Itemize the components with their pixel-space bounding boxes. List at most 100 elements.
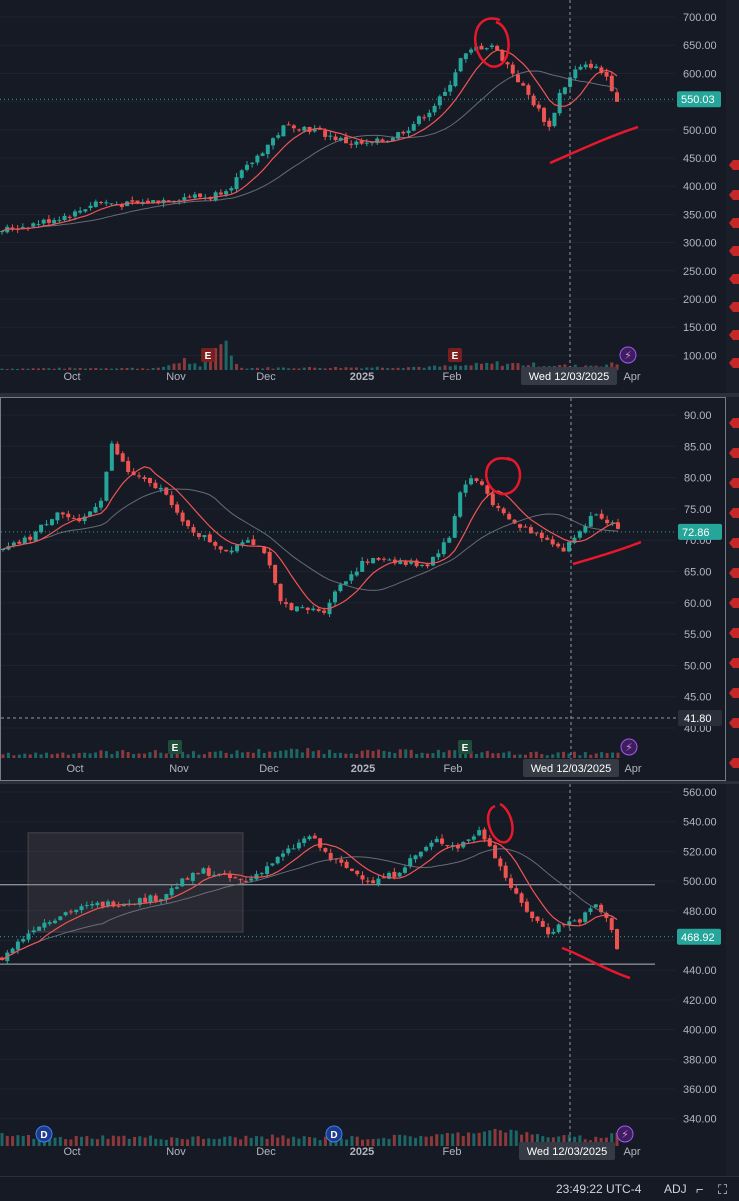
candle-body[interactable] bbox=[262, 546, 267, 554]
candle-body[interactable] bbox=[317, 128, 322, 130]
candle-body[interactable] bbox=[572, 920, 577, 922]
chart-panel-3[interactable]: 560.00540.00520.00500.00480.00460.00440.… bbox=[0, 784, 726, 1176]
candle-body[interactable] bbox=[534, 532, 539, 534]
alert-flag-icon[interactable] bbox=[729, 568, 739, 578]
candle-body[interactable] bbox=[536, 104, 541, 109]
candle-body[interactable] bbox=[577, 919, 582, 923]
alert-flag-icon[interactable] bbox=[729, 330, 739, 340]
candle-body[interactable] bbox=[0, 231, 4, 233]
earnings-marker[interactable] bbox=[458, 740, 472, 754]
candle-body[interactable] bbox=[20, 226, 25, 228]
candle-body[interactable] bbox=[365, 561, 370, 563]
candle-body[interactable] bbox=[289, 603, 294, 611]
dividend-marker[interactable] bbox=[325, 1125, 343, 1143]
candle-body[interactable] bbox=[349, 868, 354, 871]
candle-body[interactable] bbox=[291, 125, 296, 129]
candle-body[interactable] bbox=[42, 922, 47, 928]
candle-body[interactable] bbox=[180, 512, 185, 522]
candle-body[interactable] bbox=[503, 865, 508, 878]
candle-body[interactable] bbox=[392, 871, 397, 878]
candle-body[interactable] bbox=[434, 838, 439, 843]
candle-body[interactable] bbox=[249, 878, 254, 881]
candle-body[interactable] bbox=[291, 848, 296, 850]
candle-body[interactable] bbox=[493, 845, 498, 859]
candle-body[interactable] bbox=[156, 200, 161, 204]
range-box[interactable] bbox=[27, 832, 244, 933]
candle-body[interactable] bbox=[403, 561, 408, 565]
alert-flag-icon[interactable] bbox=[729, 628, 739, 638]
annotation-trendline[interactable] bbox=[572, 540, 642, 566]
candle-body[interactable] bbox=[469, 49, 474, 53]
candle-body[interactable] bbox=[552, 112, 557, 127]
candle-body[interactable] bbox=[411, 124, 416, 131]
candle-body[interactable] bbox=[63, 912, 68, 916]
candle-body[interactable] bbox=[567, 542, 572, 552]
candle-body[interactable] bbox=[229, 550, 234, 553]
candle-body[interactable] bbox=[109, 443, 114, 471]
candle-body[interactable] bbox=[297, 129, 302, 131]
alert-flag-icon[interactable] bbox=[729, 160, 739, 170]
candle-body[interactable] bbox=[487, 838, 492, 847]
candle-body[interactable] bbox=[100, 901, 105, 907]
annotation-trendline[interactable] bbox=[561, 946, 631, 980]
candle-body[interactable] bbox=[466, 839, 471, 841]
candle-body[interactable] bbox=[39, 524, 44, 533]
candle-body[interactable] bbox=[432, 105, 437, 113]
alert-flag-icon[interactable] bbox=[729, 478, 739, 488]
alert-flag-icon[interactable] bbox=[729, 302, 739, 312]
candle-body[interactable] bbox=[343, 581, 348, 585]
candle-body[interactable] bbox=[572, 537, 577, 543]
candle-body[interactable] bbox=[17, 541, 22, 544]
candle-body[interactable] bbox=[243, 880, 248, 882]
candle-body[interactable] bbox=[535, 916, 540, 921]
candle-body[interactable] bbox=[33, 531, 38, 541]
alert-flag-icon[interactable] bbox=[729, 274, 739, 284]
candle-body[interactable] bbox=[318, 838, 323, 848]
candle-body[interactable] bbox=[370, 142, 375, 144]
candle-body[interactable] bbox=[109, 203, 114, 205]
candle-body[interactable] bbox=[218, 546, 223, 550]
candle-body[interactable] bbox=[546, 927, 551, 935]
adj-toggle[interactable]: ADJ bbox=[664, 1182, 687, 1196]
candle-body[interactable] bbox=[104, 471, 109, 501]
candle-body[interactable] bbox=[49, 519, 54, 526]
candle-body[interactable] bbox=[542, 107, 547, 122]
candle-body[interactable] bbox=[10, 948, 15, 953]
candle-body[interactable] bbox=[137, 898, 142, 905]
candle-body[interactable] bbox=[381, 558, 386, 560]
candle-body[interactable] bbox=[496, 505, 501, 508]
candle-body[interactable] bbox=[429, 842, 434, 847]
candle-body[interactable] bbox=[551, 931, 556, 934]
candle-body[interactable] bbox=[227, 874, 232, 878]
candle-body[interactable] bbox=[505, 62, 510, 65]
candle-body[interactable] bbox=[474, 478, 479, 481]
candle-body[interactable] bbox=[610, 522, 615, 524]
candle-body[interactable] bbox=[489, 45, 494, 48]
candle-body[interactable] bbox=[609, 918, 614, 931]
candle-body[interactable] bbox=[365, 880, 370, 882]
candle-body[interactable] bbox=[615, 92, 619, 102]
candle-body[interactable] bbox=[322, 610, 327, 613]
candle-body[interactable] bbox=[286, 848, 291, 854]
candle-body[interactable] bbox=[148, 895, 153, 903]
alert-flag-icon[interactable] bbox=[729, 658, 739, 668]
candle-body[interactable] bbox=[515, 74, 520, 83]
candle-body[interactable] bbox=[360, 875, 365, 880]
candle-body[interactable] bbox=[616, 522, 620, 529]
candle-body[interactable] bbox=[235, 545, 240, 552]
candle-body[interactable] bbox=[387, 872, 392, 879]
candle-body[interactable] bbox=[93, 506, 98, 513]
candle-body[interactable] bbox=[273, 564, 278, 584]
candle-body[interactable] bbox=[88, 205, 93, 209]
candle-body[interactable] bbox=[396, 132, 401, 139]
candle-body[interactable] bbox=[561, 547, 566, 552]
candle-body[interactable] bbox=[28, 536, 33, 540]
candle-body[interactable] bbox=[224, 191, 229, 195]
fullscreen-icon[interactable]: ⛶ bbox=[718, 1182, 728, 1197]
candle-body[interactable] bbox=[307, 836, 312, 840]
candle-body[interactable] bbox=[427, 112, 432, 118]
candle-body[interactable] bbox=[196, 873, 201, 875]
candle-body[interactable] bbox=[463, 484, 468, 493]
candle-body[interactable] bbox=[387, 559, 392, 561]
candle-body[interactable] bbox=[90, 903, 95, 906]
